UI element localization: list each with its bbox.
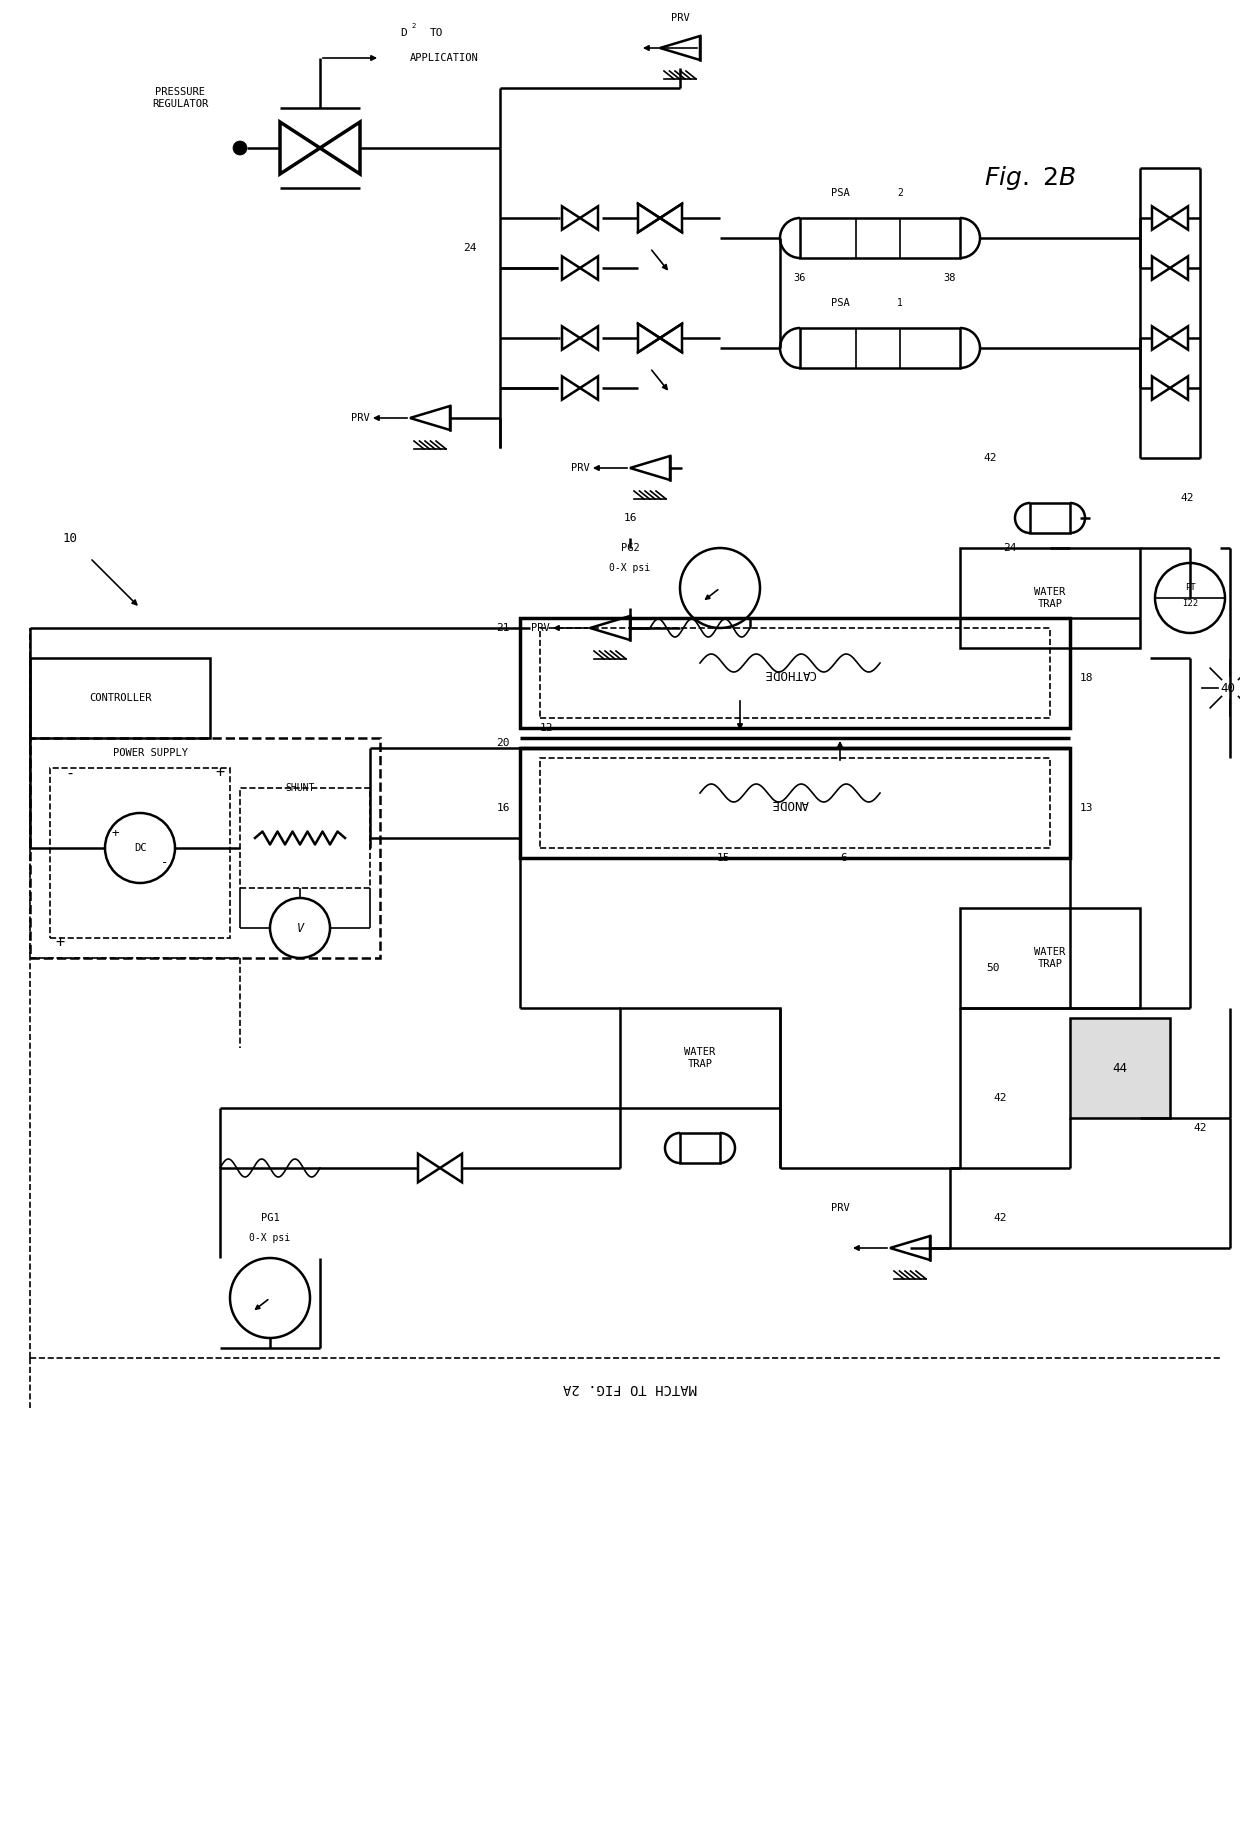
Text: 16: 16 [496, 804, 510, 813]
Text: 20: 20 [496, 737, 510, 748]
Bar [800, 218, 960, 259]
Text: WATER
TRAP: WATER TRAP [1034, 948, 1065, 968]
Text: PRV: PRV [351, 412, 370, 423]
Text: +: + [56, 935, 64, 950]
Bar [520, 748, 1070, 857]
Text: D: D [401, 28, 407, 39]
Text: PRV: PRV [570, 464, 589, 473]
Text: WATER
TRAP: WATER TRAP [1034, 588, 1065, 608]
Text: CATHODE: CATHODE [764, 667, 816, 680]
Text: 10: 10 [62, 532, 78, 545]
Text: PRESSURE
REGULATOR: PRESSURE REGULATOR [151, 87, 208, 109]
Text: -: - [66, 765, 74, 780]
Text: SHUNT: SHUNT [285, 784, 315, 793]
Text: 12: 12 [539, 723, 553, 734]
Bar [50, 769, 229, 939]
Text: 6: 6 [839, 854, 847, 863]
Bar [1070, 1018, 1171, 1118]
Bar [1030, 503, 1070, 532]
Text: $\mathit{Fig.\ 2B}$: $\mathit{Fig.\ 2B}$ [985, 164, 1076, 192]
Text: PG2: PG2 [621, 543, 640, 553]
Text: 15: 15 [717, 854, 730, 863]
Text: PRV: PRV [671, 13, 689, 22]
Text: PT: PT [1184, 584, 1195, 593]
Text: 21: 21 [496, 623, 510, 634]
Bar [960, 549, 1140, 649]
Bar [680, 1133, 720, 1162]
Text: 40: 40 [1220, 682, 1235, 695]
Text: 38: 38 [944, 274, 956, 283]
Bar [241, 787, 370, 889]
Text: 42: 42 [1180, 493, 1193, 503]
Text: 1: 1 [897, 298, 903, 309]
Bar [620, 1007, 780, 1109]
Text: PRV: PRV [531, 623, 549, 634]
Text: 24: 24 [1003, 543, 1017, 553]
Bar [539, 628, 1050, 719]
Text: 42: 42 [993, 1092, 1007, 1103]
Text: +: + [112, 826, 119, 839]
Text: CONTROLLER: CONTROLLER [89, 693, 151, 702]
Text: MATCH TO FIG. 2A: MATCH TO FIG. 2A [563, 1380, 697, 1395]
Bar [30, 658, 210, 737]
Text: 42: 42 [983, 453, 997, 464]
Bar [800, 327, 960, 368]
Text: 13: 13 [1080, 804, 1094, 813]
Text: ANODE: ANODE [771, 796, 808, 809]
Text: 36: 36 [794, 274, 806, 283]
Text: 42: 42 [993, 1212, 1007, 1223]
Text: PSA: PSA [831, 188, 849, 198]
Text: I22: I22 [1182, 599, 1198, 608]
Bar [539, 758, 1050, 848]
Text: PRV: PRV [831, 1203, 849, 1212]
Text: 2: 2 [897, 188, 903, 198]
Text: DC: DC [134, 843, 146, 854]
Text: 44: 44 [1112, 1061, 1127, 1074]
Text: 50: 50 [987, 963, 999, 974]
Bar [30, 737, 379, 957]
Text: 42: 42 [1193, 1124, 1207, 1133]
Text: 2: 2 [412, 22, 417, 30]
Text: POWER SUPPLY: POWER SUPPLY [113, 748, 187, 758]
Text: +: + [216, 765, 224, 780]
Circle shape [233, 140, 247, 155]
Bar [520, 617, 1070, 728]
Bar [960, 907, 1140, 1007]
Text: 18: 18 [1080, 673, 1094, 684]
Text: V: V [296, 922, 304, 935]
Text: 0-X psi: 0-X psi [609, 564, 651, 573]
Text: -: - [161, 856, 169, 870]
Text: APPLICATION: APPLICATION [410, 54, 479, 63]
Text: WATER
TRAP: WATER TRAP [684, 1048, 715, 1068]
Text: PG1: PG1 [260, 1212, 279, 1223]
Text: TO: TO [430, 28, 444, 39]
Text: PSA: PSA [831, 298, 849, 309]
Text: 0-X psi: 0-X psi [249, 1233, 290, 1244]
Text: 16: 16 [624, 514, 637, 523]
Text: 24: 24 [464, 242, 476, 253]
